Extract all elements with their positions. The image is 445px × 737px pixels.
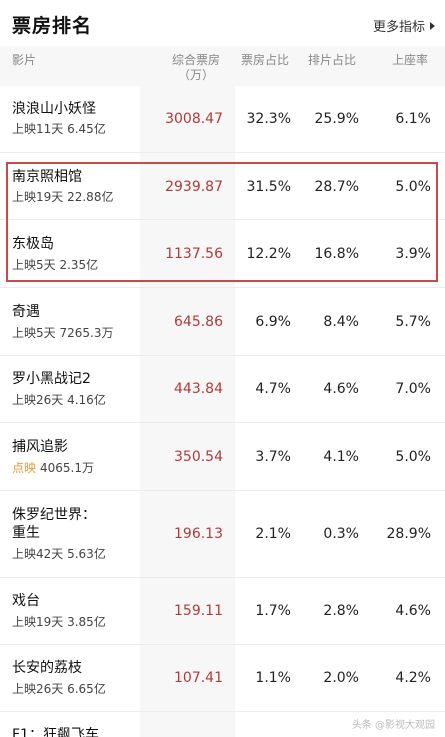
- seat-rate-value: 5.0%: [395, 179, 431, 195]
- screening-share-value: 2.0%: [323, 670, 359, 686]
- bo-share-value: 1.7%: [255, 603, 291, 619]
- screening-share-value: 0.3%: [323, 526, 359, 542]
- table-row[interactable]: 戏台 上映19天 3.85亿 159.11 1.7% 2.8% 4.6%: [0, 578, 445, 645]
- bo-share-value: 6.9%: [255, 314, 291, 330]
- film-name: 捕风追影: [12, 439, 68, 455]
- box-office-column-bg: [140, 86, 235, 737]
- box-office-value: 196.13: [174, 526, 223, 542]
- bo-share-value: 2.1%: [255, 526, 291, 542]
- seat-rate-value: 3.9%: [395, 246, 431, 262]
- seat-rate-value: 7.0%: [395, 381, 431, 397]
- bo-share-value: 1.1%: [255, 670, 291, 686]
- table-row[interactable]: F1：狂飙飞车: [0, 712, 445, 737]
- seat-rate-value: 4.6%: [395, 603, 431, 619]
- seat-rate-value: 6.1%: [395, 111, 431, 127]
- box-office-value: 3008.47: [165, 111, 223, 127]
- bo-share-value: 4.7%: [255, 381, 291, 397]
- highlight-box: [6, 162, 438, 282]
- column-header: 影片 综合票房 （万） 票房占比 排片占比 上座率: [0, 46, 445, 86]
- screening-share-value: 25.9%: [314, 111, 359, 127]
- page-header: 票房排名 更多指标: [0, 0, 445, 46]
- seat-rate-value: 28.9%: [386, 526, 431, 542]
- table-row[interactable]: 南京照相馆 上映19天 22.88亿 2939.87 31.5% 28.7% 5…: [0, 153, 445, 220]
- preview-tag: 点映: [12, 461, 37, 475]
- screening-share-value: 4.1%: [323, 449, 359, 465]
- seat-rate-value: 5.7%: [395, 314, 431, 330]
- table-row[interactable]: 罗小黑战记2 上映26天 4.16亿 443.84 4.7% 4.6% 7.0%: [0, 356, 445, 423]
- film-sub: 上映26天 6.65亿: [12, 682, 106, 696]
- film-sub: 上映5天 7265.3万: [12, 326, 114, 340]
- screening-share-value: 28.7%: [314, 179, 359, 195]
- col-seat-rate[interactable]: 上座率: [392, 53, 429, 67]
- table-row[interactable]: 东极岛 上映5天 2.35亿 1137.56 12.2% 16.8% 3.9%: [0, 220, 445, 288]
- film-name: F1：狂飙飞车: [12, 727, 99, 737]
- film-name: 长安的荔枝: [12, 660, 82, 676]
- bo-share-value: 31.5%: [246, 179, 291, 195]
- film-sub: 点映 4065.1万: [12, 461, 95, 475]
- box-office-value: 645.86: [174, 314, 223, 330]
- bo-share-value: 3.7%: [255, 449, 291, 465]
- box-office-value: 2939.87: [165, 179, 223, 195]
- film-name: 奇遇: [12, 304, 40, 320]
- screening-share-value: 16.8%: [314, 246, 359, 262]
- table-row[interactable]: 浪浪山小妖怪 上映11天 6.45亿 3008.47 32.3% 25.9% 6…: [0, 86, 445, 153]
- box-office-value: 107.41: [174, 670, 223, 686]
- arrow-right-icon: [430, 21, 435, 30]
- page-title: 票房排名: [12, 15, 93, 37]
- film-name: 罗小黑战记2: [12, 371, 91, 387]
- col-screening-share[interactable]: 排片占比: [308, 53, 357, 67]
- screening-share-value: 4.6%: [323, 381, 359, 397]
- box-office-value: 443.84: [174, 381, 223, 397]
- table-row[interactable]: 长安的荔枝 上映26天 6.65亿 107.41 1.1% 2.0% 4.2%: [0, 645, 445, 712]
- seat-rate-value: 5.0%: [395, 449, 431, 465]
- box-office-value: 350.54: [174, 449, 223, 465]
- bo-share-value: 12.2%: [246, 246, 291, 262]
- film-sub: 上映26天 4.16亿: [12, 393, 106, 407]
- box-office-value: 1137.56: [165, 246, 223, 262]
- table-row[interactable]: 捕风追影 点映 4065.1万 350.54 3.7% 4.1% 5.0%: [0, 423, 445, 491]
- bo-share-value: 32.3%: [246, 111, 291, 127]
- film-name: 南京照相馆: [12, 169, 82, 185]
- watermark: 头条 @影视大观园: [351, 720, 435, 731]
- seat-rate-value: 4.2%: [395, 670, 431, 686]
- col-film: 影片: [12, 53, 37, 67]
- film-sub: 上映5天 2.35亿: [12, 258, 99, 272]
- table-row[interactable]: 奇遇 上映5天 7265.3万 645.86 6.9% 8.4% 5.7%: [0, 288, 445, 356]
- table-row[interactable]: 侏罗纪世界： 重生 上映42天 5.63亿 196.13 2.1% 0.3% 2…: [0, 491, 445, 578]
- film-sub: 上映42天 5.63亿: [12, 547, 106, 561]
- more-metrics-button[interactable]: 更多指标: [373, 16, 435, 35]
- film-sub: 上映19天 3.85亿: [12, 615, 106, 629]
- screening-share-value: 2.8%: [323, 603, 359, 619]
- box-office-value: 159.11: [174, 603, 223, 619]
- film-sub: 上映19天 22.88亿: [12, 190, 114, 204]
- film-name: 东极岛: [12, 236, 54, 252]
- more-metrics-label: 更多指标: [372, 20, 425, 35]
- film-name: 浪浪山小妖怪: [12, 101, 96, 117]
- screening-share-value: 8.4%: [323, 314, 359, 330]
- col-bo-share[interactable]: 票房占比: [241, 53, 290, 67]
- film-name: 侏罗纪世界： 重生: [12, 507, 96, 541]
- col-box-office[interactable]: 综合票房 （万）: [172, 53, 221, 82]
- film-name: 戏台: [12, 593, 40, 609]
- film-sub: 上映11天 6.45亿: [12, 122, 106, 136]
